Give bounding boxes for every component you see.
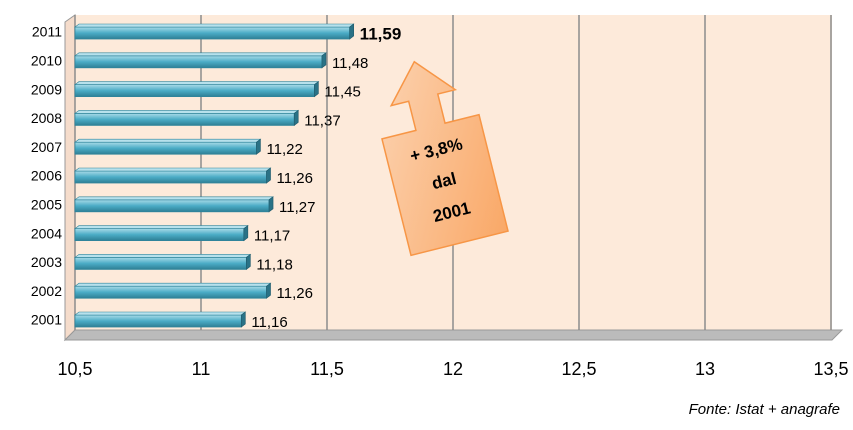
bar-cap [246,253,251,270]
x-tick-label: 12 [443,359,463,379]
bar-cap [268,196,274,213]
bar [74,26,351,40]
y-tick-label: 2003 [31,254,62,270]
bar [74,113,295,126]
annotation: + 3,8% dal 2001 [381,60,509,257]
bar [74,228,245,242]
bar-cap [256,138,261,155]
value-label: 11,45 [324,84,360,101]
bar-top [74,311,247,316]
y-tick-label: 2010 [31,53,62,69]
bar [74,314,242,328]
bar-cap [243,225,249,242]
bar [74,199,270,213]
bar-top [74,81,320,85]
y-tick-label: 2001 [31,312,62,328]
bar [74,141,257,155]
left-wall [64,14,76,342]
y-tick-label: 2011 [32,24,62,40]
bar-top [74,282,272,287]
bar [74,285,267,299]
y-tick-label: 2008 [31,110,62,126]
bar-top [74,225,249,229]
bar [74,84,315,97]
y-tick-label: 2006 [31,168,62,184]
y-tick-label: 2007 [31,139,62,155]
x-tick-label: 11,5 [310,359,344,379]
bar-top [74,254,252,258]
bar-top [74,110,300,114]
value-label: 11,48 [332,55,368,72]
x-tick-label: 13,5 [813,359,848,379]
bar [74,55,323,69]
bar [74,170,267,184]
bar-cap [349,23,354,40]
bar-cap [314,80,319,98]
bar-cap [241,311,246,328]
bar-top [74,138,262,143]
bar-top [74,167,272,172]
annotation-arrow [381,60,509,257]
bar-top [74,196,274,201]
y-tick-label: 2005 [31,197,62,213]
bar [74,256,247,270]
x-tick-label: 11 [192,359,211,379]
bar-cap [266,282,271,299]
value-label: 11,17 [254,228,290,245]
bar-cap [293,109,299,127]
floor [63,329,844,341]
bar-top [74,52,327,57]
source: Fonte: Istat + anagrafe [689,401,840,418]
y-tick-label: 2004 [31,225,62,241]
x-tick-label: 12,5 [561,359,596,379]
x-tick-label: 10,5 [57,359,92,379]
x-tick-label: 13 [695,359,715,379]
bar-top [74,23,355,28]
bar-cap [321,52,327,69]
y-tick-label: 2002 [31,283,62,299]
bar-cap [266,167,271,184]
value-label: 11,37 [304,112,340,129]
value-label: 11,59 [360,24,402,43]
value-label: 11,16 [251,314,287,331]
value-label: 11,26 [277,170,313,187]
y-tick-label: 2009 [31,81,62,97]
value-label: 11,18 [256,256,292,273]
value-label: 11,27 [279,199,315,216]
value-label: 11,22 [266,141,302,158]
value-label: 11,26 [277,285,313,302]
